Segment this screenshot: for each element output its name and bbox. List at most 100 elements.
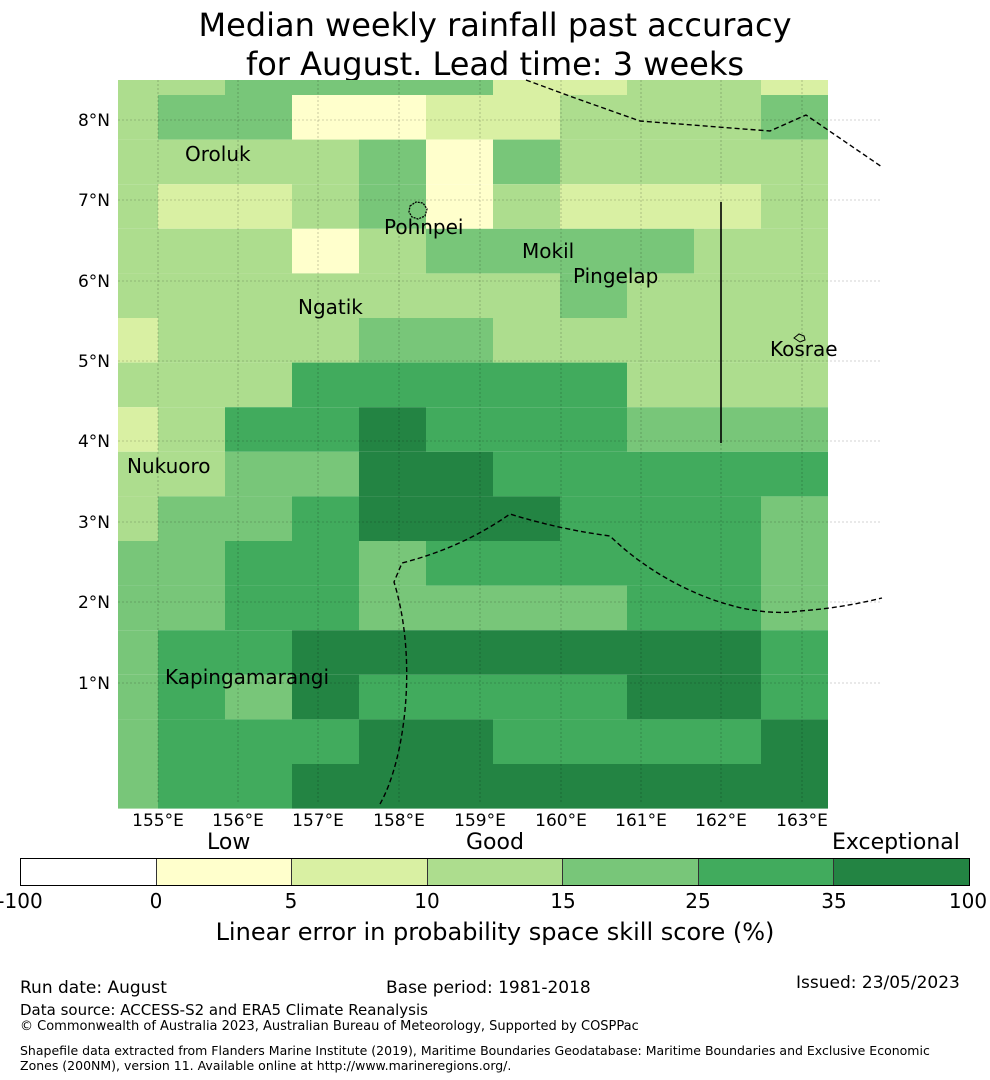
grid-cell — [118, 451, 158, 497]
colorbar-segment — [156, 859, 293, 885]
colorbar-tick: 100 — [948, 889, 988, 913]
category-low-label: Low — [207, 830, 251, 855]
grid-cell — [292, 95, 359, 140]
grid-cell — [560, 541, 627, 586]
grid-cell — [158, 228, 225, 274]
grid-cell — [118, 496, 158, 541]
grid-cell — [560, 273, 627, 318]
grid-cell — [560, 139, 627, 185]
grid-cell — [118, 184, 158, 229]
grid-cell — [158, 674, 225, 720]
grid-cell — [292, 451, 359, 497]
grid-cell — [493, 228, 560, 274]
grid-cell — [359, 674, 426, 720]
grid-cell — [694, 764, 761, 809]
grid-cell — [493, 630, 560, 675]
grid-cell — [761, 228, 828, 274]
grid-cell — [627, 95, 694, 140]
colorbar-segment — [427, 859, 564, 885]
latitude-tick-label: 6°N — [78, 272, 110, 292]
grid-cell — [761, 139, 828, 185]
grid-cell — [627, 496, 694, 541]
grid-cell — [292, 674, 359, 720]
grid-cell — [225, 764, 292, 809]
latitude-tick-label: 3°N — [78, 513, 110, 533]
grid-cell — [118, 318, 158, 363]
grid-cell — [225, 184, 292, 229]
grid-cell — [627, 184, 694, 229]
longitude-tick-label: 159°E — [454, 811, 506, 830]
grid-cell — [158, 139, 225, 185]
colorbar-tick: 10 — [414, 889, 440, 913]
grid-cell — [426, 80, 493, 95]
grid-cell — [761, 496, 828, 541]
grid-cell — [158, 541, 225, 586]
place-label: Oroluk — [185, 142, 251, 166]
grid-cell — [694, 184, 761, 229]
grid-cell — [426, 674, 493, 720]
latitude-tick-label: 2°N — [78, 593, 110, 613]
grid-cell — [292, 585, 359, 631]
grid-cell — [359, 318, 426, 363]
grid-cell — [158, 764, 225, 809]
run-date: Run date: August — [20, 978, 167, 998]
grid-cell — [493, 80, 560, 95]
grid-cell — [158, 496, 225, 541]
grid-cell — [225, 95, 292, 140]
grid-cell — [493, 184, 560, 229]
grid-cell — [292, 318, 359, 363]
grid-cell — [560, 95, 627, 140]
grid-cell — [359, 585, 426, 631]
grid-cell — [493, 764, 560, 809]
grid-cell — [359, 139, 426, 185]
grid-cell — [761, 407, 828, 452]
eez-boundary-north — [525, 79, 883, 168]
grid-cell — [560, 585, 627, 631]
grid-cell — [761, 80, 828, 95]
longitude-tick-label: 161°E — [615, 811, 667, 830]
grid-cell — [493, 273, 560, 318]
grid-cell — [560, 407, 627, 452]
map-title: Median weekly rainfall past accuracy for… — [0, 6, 990, 84]
colorbar-tick: 0 — [149, 889, 163, 913]
colorbar-tick: 35 — [821, 889, 847, 913]
grid-cell — [158, 318, 225, 363]
grid-cell — [694, 585, 761, 631]
grid-cell — [627, 80, 694, 95]
grid-cell — [493, 407, 560, 452]
grid-cell — [158, 80, 225, 95]
place-label: Nukuoro — [127, 454, 211, 478]
grid-cell — [560, 451, 627, 497]
grid-cell — [694, 318, 761, 363]
grid-cell — [694, 80, 761, 95]
grid-cell — [761, 719, 828, 764]
grid-cell — [158, 630, 225, 675]
grid-cell — [493, 318, 560, 363]
grid-cell — [761, 451, 828, 497]
colorbar-segment — [698, 859, 835, 885]
grid-cell — [560, 362, 627, 408]
base-period: Base period: 1981-2018 — [386, 978, 591, 998]
grid-cell — [627, 451, 694, 497]
grid-cells — [118, 80, 828, 809]
grid-cell — [359, 362, 426, 408]
grid-cell — [158, 95, 225, 140]
grid-cell — [694, 541, 761, 586]
grid-cell — [118, 407, 158, 452]
grid-cell — [627, 228, 694, 274]
longitude-tick-label: 158°E — [373, 811, 425, 830]
grid-cell — [426, 541, 493, 586]
grid-cell — [694, 630, 761, 675]
grid-cell — [560, 719, 627, 764]
grid-cell — [493, 674, 560, 720]
grid-cell — [158, 184, 225, 229]
place-label: Kosrae — [770, 337, 838, 361]
grid-cell — [292, 764, 359, 809]
grid-cell — [292, 139, 359, 185]
grid-cell — [359, 228, 426, 274]
grid-cell — [118, 362, 158, 408]
grid-cell — [225, 273, 292, 318]
grid-cell — [493, 139, 560, 185]
place-label: Kapingamarangi — [165, 665, 329, 689]
grid-cell — [761, 630, 828, 675]
